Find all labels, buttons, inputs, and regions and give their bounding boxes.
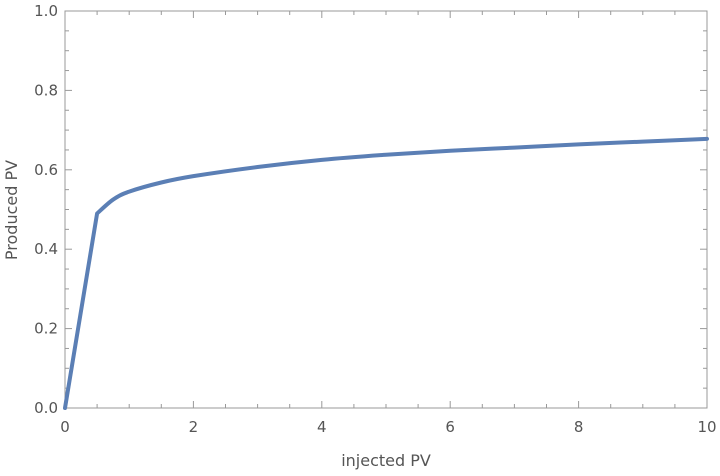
x-tick-label: 2 [189,418,199,436]
plot-frame [64,10,708,409]
x-tick-label: 10 [697,418,716,436]
x-tick-label: 0 [60,418,70,436]
y-tick-label: 0.4 [34,240,58,258]
y-tick-label: 0.8 [34,81,58,99]
x-tick-label: 4 [317,418,327,436]
y-tick-label: 1.0 [34,2,58,20]
x-tick-label: 6 [445,418,455,436]
y-tick-label: 0.2 [34,320,58,338]
series-line [63,136,709,410]
x-tick-label: 8 [574,418,584,436]
y-tick-label: 0.0 [34,399,58,417]
x-axis-title: injected PV [341,451,431,470]
y-axis-title: Produced PV [2,160,21,260]
y-tick-label: 0.6 [34,161,58,179]
